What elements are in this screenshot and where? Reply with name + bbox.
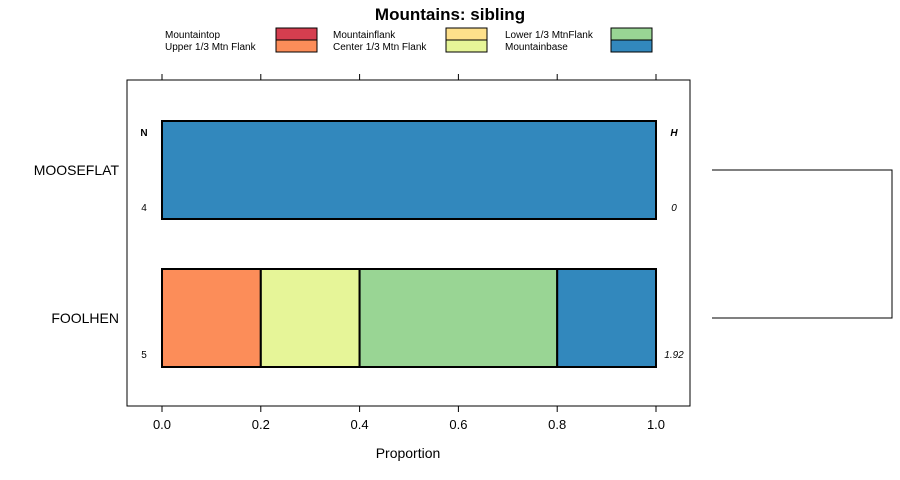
annotations: N H 4 5 0 1.92 xyxy=(140,128,684,361)
x-axis-label: Proportion xyxy=(376,445,441,461)
legend-swatch xyxy=(610,39,653,53)
n-value: 5 xyxy=(141,350,147,361)
x-tick-label: 0.6 xyxy=(449,417,467,432)
x-tick-label: 0.0 xyxy=(153,417,171,432)
x-axis: 0.0 0.2 0.4 0.6 0.8 1.0 xyxy=(153,74,665,432)
x-tick-label: 0.8 xyxy=(548,417,566,432)
bar-segment xyxy=(259,268,361,368)
legend-label: Mountaintop xyxy=(165,30,220,41)
dendrogram xyxy=(712,169,893,319)
bar-segment xyxy=(161,120,657,220)
legend-swatch xyxy=(275,27,318,41)
legend-label: Upper 1/3 Mtn Flank xyxy=(165,42,257,53)
legend-swatch xyxy=(610,27,653,41)
h-header: H xyxy=(670,128,678,139)
legend-label: Mountainflank xyxy=(333,30,396,41)
x-tick-label: 0.4 xyxy=(351,417,369,432)
y-category-label: FOOLHEN xyxy=(51,310,119,326)
legend-swatch xyxy=(275,39,318,53)
legend-label: Lower 1/3 MtnFlank xyxy=(505,30,594,41)
legend-label: Center 1/3 Mtn Flank xyxy=(333,42,427,53)
y-axis: MOOSEFLAT FOOLHEN xyxy=(34,162,120,326)
x-tick-label: 0.2 xyxy=(252,417,270,432)
n-header: N xyxy=(140,128,147,139)
bar-segment xyxy=(358,268,559,368)
bar-segment xyxy=(161,268,262,368)
y-category-label: MOOSEFLAT xyxy=(34,162,120,178)
chart-title: Mountains: sibling xyxy=(375,5,525,24)
legend-swatch xyxy=(445,39,488,53)
h-value: 0 xyxy=(671,203,677,214)
bar-segment xyxy=(556,268,658,368)
legend-swatch xyxy=(445,27,488,41)
bars xyxy=(161,120,658,368)
plot-frame xyxy=(126,79,691,407)
legend-label: Mountainbase xyxy=(505,42,568,53)
h-value: 1.92 xyxy=(664,350,684,361)
n-value: 4 xyxy=(141,203,147,214)
x-tick-label: 1.0 xyxy=(647,417,665,432)
